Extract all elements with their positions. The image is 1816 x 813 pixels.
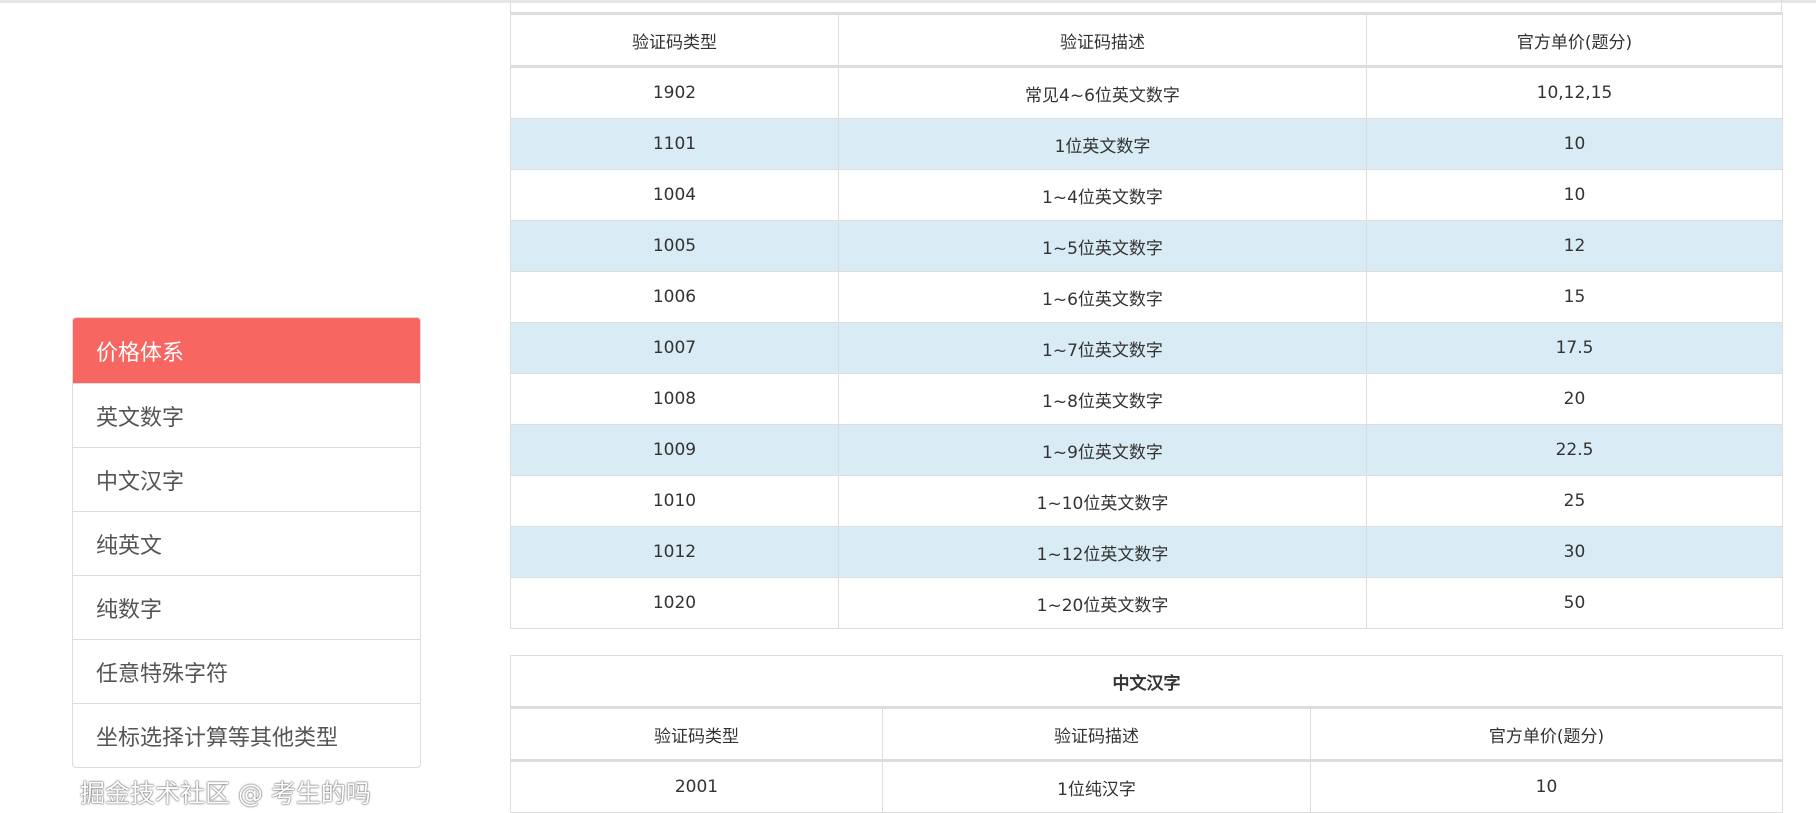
cell-type: 1009: [510, 424, 839, 476]
cell-type: 1007: [510, 322, 839, 374]
sidebar-item-alphanumeric[interactable]: 英文数字: [73, 383, 420, 447]
cell-price: 22.5: [1366, 424, 1783, 476]
cell-description: 1~10位英文数字: [838, 475, 1367, 527]
sidebar-item-digits[interactable]: 纯数字: [73, 575, 420, 639]
cell-description: 1~4位英文数字: [838, 169, 1367, 221]
cell-price: 15: [1366, 271, 1783, 323]
header-price: 官方单价(题分): [1366, 13, 1783, 68]
sidebar-item-english[interactable]: 纯英文: [73, 511, 420, 575]
cell-type: 2001: [510, 760, 883, 813]
table-row: 1005 1~5位英文数字 12: [510, 220, 1783, 272]
sidebar-item-chinese[interactable]: 中文汉字: [73, 447, 420, 511]
chinese-price-table: 中文汉字 验证码类型 验证码描述 官方单价(题分) 2001 1位纯汉字 10: [510, 655, 1783, 813]
table-row: 1902 常见4~6位英文数字 10,12,15: [510, 66, 1783, 119]
cell-price: 25: [1366, 475, 1783, 527]
table-row: 1020 1~20位英文数字 50: [510, 577, 1783, 629]
table-row: 1009 1~9位英文数字 22.5: [510, 424, 1783, 476]
table-header-row: 验证码类型 验证码描述 官方单价(题分): [510, 707, 1783, 762]
cell-type: 1101: [510, 118, 839, 170]
cell-price: 20: [1366, 373, 1783, 425]
cell-description: 1~20位英文数字: [838, 577, 1367, 629]
cell-price: 17.5: [1366, 322, 1783, 374]
cell-type: 1902: [510, 66, 839, 119]
table-row: 1010 1~10位英文数字 25: [510, 475, 1783, 527]
sidebar-item-special-chars[interactable]: 任意特殊字符: [73, 639, 420, 703]
table-title-row: 中文汉字: [510, 655, 1783, 709]
cell-description: 1~7位英文数字: [838, 322, 1367, 374]
cell-description: 1位纯汉字: [882, 760, 1311, 813]
header-price: 官方单价(题分): [1310, 707, 1783, 762]
cell-type: 1004: [510, 169, 839, 221]
table-header-row: 验证码类型 验证码描述 官方单价(题分): [510, 13, 1783, 68]
table-row: 1101 1位英文数字 10: [510, 118, 1783, 170]
table-row: 1012 1~12位英文数字 30: [510, 526, 1783, 578]
table-row: 1006 1~6位英文数字 15: [510, 271, 1783, 323]
table-row: 1004 1~4位英文数字 10: [510, 169, 1783, 221]
cell-price: 10: [1366, 118, 1783, 170]
header-type: 验证码类型: [510, 707, 883, 762]
cell-type: 1020: [510, 577, 839, 629]
table-row: 1008 1~8位英文数字 20: [510, 373, 1783, 425]
cell-description: 1~6位英文数字: [838, 271, 1367, 323]
table-row: 2001 1位纯汉字 10: [510, 760, 1783, 813]
watermark: 掘金技术社区 @ 考生的吗: [80, 779, 371, 808]
cell-type: 1008: [510, 373, 839, 425]
cell-price: 12: [1366, 220, 1783, 272]
cell-description: 常见4~6位英文数字: [838, 66, 1367, 119]
cell-price: 10: [1366, 169, 1783, 221]
sidebar-item-coordinate-other[interactable]: 坐标选择计算等其他类型: [73, 703, 420, 767]
cell-type: 1012: [510, 526, 839, 578]
table-title: 中文汉字: [510, 655, 1783, 709]
cell-price: 10,12,15: [1366, 66, 1783, 119]
header-description: 验证码描述: [838, 13, 1367, 68]
table-row: 1007 1~7位英文数字 17.5: [510, 322, 1783, 374]
sidebar-nav: 价格体系 英文数字 中文汉字 纯英文 纯数字 任意特殊字符 坐标选择计算等其他类…: [72, 317, 421, 768]
cell-type: 1006: [510, 271, 839, 323]
cell-description: 1~8位英文数字: [838, 373, 1367, 425]
header-type: 验证码类型: [510, 13, 839, 68]
table-top-edge: [510, 0, 1782, 12]
cell-description: 1~9位英文数字: [838, 424, 1367, 476]
alphanumeric-price-table: 验证码类型 验证码描述 官方单价(题分) 1902 常见4~6位英文数字 10,12…: [510, 12, 1783, 629]
cell-price: 10: [1310, 760, 1783, 813]
sidebar-item-price-system[interactable]: 价格体系: [73, 318, 420, 383]
header-description: 验证码描述: [882, 707, 1311, 762]
cell-price: 30: [1366, 526, 1783, 578]
cell-description: 1~5位英文数字: [838, 220, 1367, 272]
cell-type: 1005: [510, 220, 839, 272]
cell-description: 1~12位英文数字: [838, 526, 1367, 578]
top-divider: [0, 0, 1816, 3]
cell-type: 1010: [510, 475, 839, 527]
cell-description: 1位英文数字: [838, 118, 1367, 170]
cell-price: 50: [1366, 577, 1783, 629]
